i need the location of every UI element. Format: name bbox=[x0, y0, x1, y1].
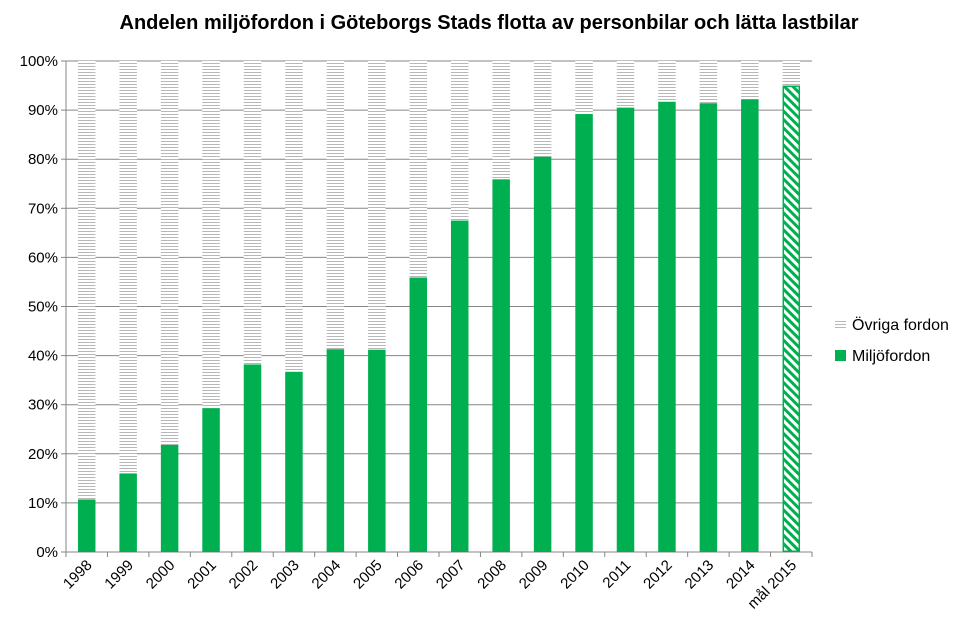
bar-miljofordon bbox=[285, 371, 303, 552]
x-tick-label: 2010 bbox=[557, 557, 593, 593]
bar-ovriga-fordon bbox=[450, 61, 469, 221]
x-tick-label: 2007 bbox=[433, 557, 469, 593]
x-tick-label: 2009 bbox=[516, 557, 552, 593]
x-tick-label: 1998 bbox=[60, 557, 96, 593]
bar-ovriga-fordon bbox=[368, 61, 386, 350]
bar-miljofordon bbox=[409, 277, 428, 552]
bar-miljofordon bbox=[243, 364, 262, 552]
y-tick-label: 0% bbox=[36, 544, 58, 561]
bar-miljofordon bbox=[160, 444, 179, 552]
bar-ovriga-fordon bbox=[741, 61, 759, 100]
gridlines bbox=[66, 60, 812, 504]
bar-miljofordon bbox=[699, 103, 718, 552]
bar-ovriga-fordon bbox=[77, 61, 96, 500]
bar-ovriga-fordon bbox=[575, 61, 593, 115]
bar-miljofordon bbox=[575, 114, 593, 552]
y-tick-label: 40% bbox=[28, 348, 58, 365]
x-tick-label: 1999 bbox=[101, 557, 137, 593]
x-tick-label: 2005 bbox=[350, 557, 386, 593]
y-tick-label: 10% bbox=[28, 495, 58, 512]
bar-ovriga-fordon bbox=[285, 61, 303, 372]
bar-ovriga-fordon bbox=[782, 61, 801, 86]
y-tick-label: 100% bbox=[20, 53, 58, 70]
y-tick-label: 80% bbox=[28, 151, 58, 168]
bar-ovriga-fordon bbox=[326, 61, 345, 350]
x-tick-label: 2011 bbox=[599, 557, 634, 592]
y-tick-label: 50% bbox=[28, 299, 58, 316]
bar-ovriga-fordon bbox=[699, 61, 718, 104]
legend-item-ovriga-fordon-swatch bbox=[835, 319, 846, 330]
bar-miljofordon bbox=[368, 349, 386, 552]
bar-miljofordon bbox=[658, 101, 676, 553]
y-tick-label: 30% bbox=[28, 397, 58, 414]
y-tick-label: 70% bbox=[28, 200, 58, 217]
bar-miljofordon bbox=[77, 499, 96, 552]
legend: Övriga fordon Miljöfordon bbox=[835, 316, 949, 365]
bar-miljofordon bbox=[119, 473, 137, 552]
bar-ovriga-fordon bbox=[243, 61, 262, 365]
x-tick-label: 2012 bbox=[640, 557, 676, 593]
y-tick-label: 60% bbox=[28, 249, 58, 266]
bar-ovriga-fordon bbox=[492, 61, 510, 180]
bar-miljofordon bbox=[616, 107, 635, 553]
bar-ovriga-fordon bbox=[409, 61, 428, 278]
x-tick-label: 2006 bbox=[391, 557, 427, 593]
x-tick-label: 2014 bbox=[723, 557, 759, 593]
bar-miljofordon bbox=[741, 99, 759, 552]
bar-ovriga-fordon bbox=[533, 61, 552, 157]
x-tick-label: 2008 bbox=[474, 557, 510, 593]
y-tick-label: 90% bbox=[28, 102, 58, 119]
bars bbox=[77, 61, 801, 553]
bar-ovriga-fordon bbox=[202, 61, 220, 409]
chart-title: Andelen miljöfordon i Göteborgs Stads fl… bbox=[119, 12, 859, 34]
x-tick-label: 2002 bbox=[226, 557, 262, 593]
y-tick-label: 20% bbox=[28, 446, 58, 463]
bar-miljofordon bbox=[202, 408, 220, 552]
legend-item-ovriga-fordon-label: Övriga fordon bbox=[852, 316, 949, 334]
bar-miljofordon bbox=[533, 156, 552, 552]
x-tick-label: 2003 bbox=[267, 557, 303, 593]
bar-ovriga-fordon bbox=[119, 61, 137, 474]
bar-ovriga-fordon bbox=[658, 61, 676, 102]
legend-item-miljofordon-swatch bbox=[835, 350, 846, 361]
bar-miljofordon-target bbox=[782, 85, 801, 553]
legend-item-miljofordon-label: Miljöfordon bbox=[852, 348, 930, 365]
x-tick-label: 2001 bbox=[184, 557, 220, 593]
x-tick-label: 2000 bbox=[143, 557, 179, 593]
bar-miljofordon bbox=[326, 349, 345, 552]
bar-ovriga-fordon bbox=[160, 61, 179, 445]
x-tick-label: 2013 bbox=[682, 557, 718, 593]
bar-miljofordon bbox=[492, 179, 510, 552]
bar-ovriga-fordon bbox=[616, 61, 635, 108]
bar-miljofordon bbox=[450, 220, 469, 552]
x-tick-label: 2004 bbox=[309, 557, 345, 593]
